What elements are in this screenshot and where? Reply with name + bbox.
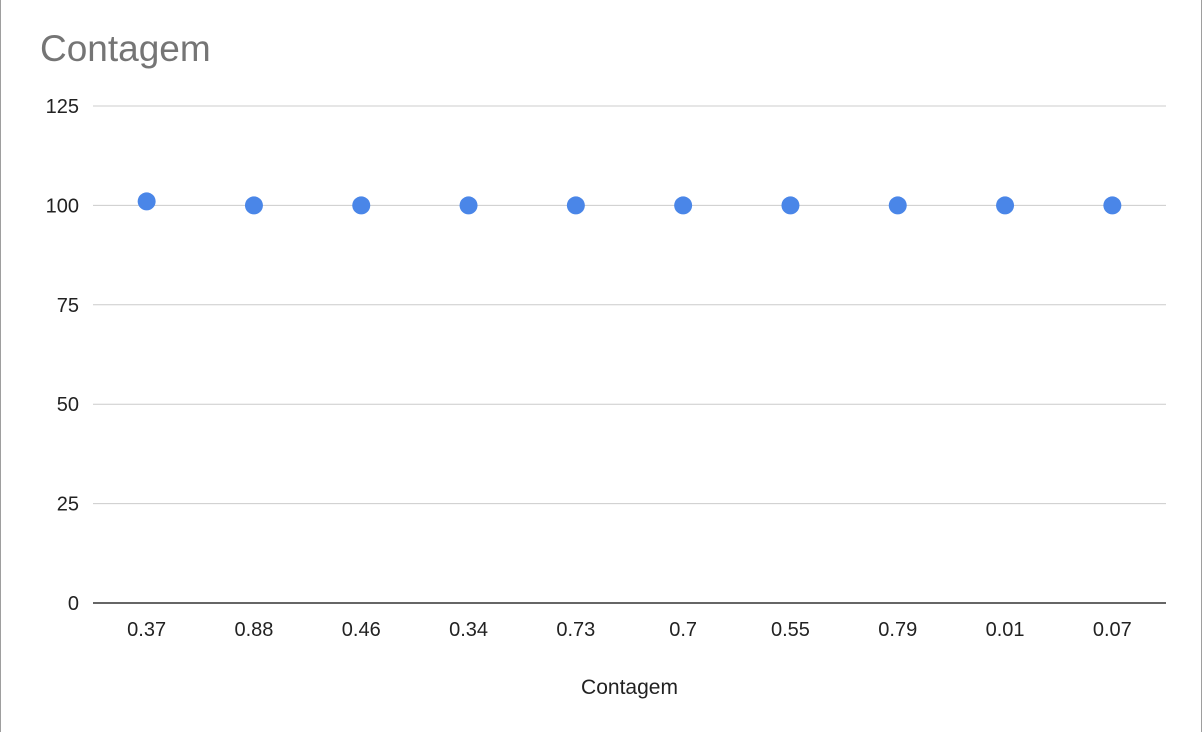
x-tick-label: 0.46 <box>342 619 381 641</box>
x-tick-label: 0.88 <box>234 619 273 641</box>
data-point <box>459 196 478 215</box>
y-tick-label: 100 <box>46 195 79 217</box>
x-axis-label: Contagem <box>581 676 678 699</box>
data-point <box>352 196 371 215</box>
x-tick-label: 0.01 <box>986 619 1025 641</box>
x-tick-label: 0.34 <box>449 619 488 641</box>
data-point <box>781 196 800 215</box>
y-tick-label: 125 <box>46 96 79 118</box>
data-point <box>137 192 156 211</box>
x-tick-label: 0.37 <box>127 619 166 641</box>
gridlines <box>93 105 1166 505</box>
y-tick-label: 75 <box>57 295 79 317</box>
data-point <box>244 196 263 215</box>
x-tick-label: 0.7 <box>669 619 697 641</box>
chart-title: Contagem <box>40 28 211 69</box>
data-point <box>996 196 1015 215</box>
y-tick-label: 0 <box>68 593 79 615</box>
data-point <box>566 196 585 215</box>
y-tick-label: 25 <box>57 494 79 516</box>
data-point <box>888 196 907 215</box>
data-point <box>674 196 693 215</box>
data-point <box>1103 196 1122 215</box>
x-tick-label: 0.73 <box>556 619 595 641</box>
x-tick-label: 0.55 <box>771 619 810 641</box>
x-tick-label: 0.79 <box>878 619 917 641</box>
x-tick-label: 0.07 <box>1093 619 1132 641</box>
x-axis-tick-labels: 0.37 0.88 0.46 0.34 0.73 0.7 0.55 0.79 0.01 0.07 <box>127 619 1132 641</box>
data-points <box>137 192 1122 215</box>
y-tick-label: 50 <box>57 394 79 416</box>
y-axis-tick-labels: 0 25 50 75 100 125 <box>46 96 79 615</box>
